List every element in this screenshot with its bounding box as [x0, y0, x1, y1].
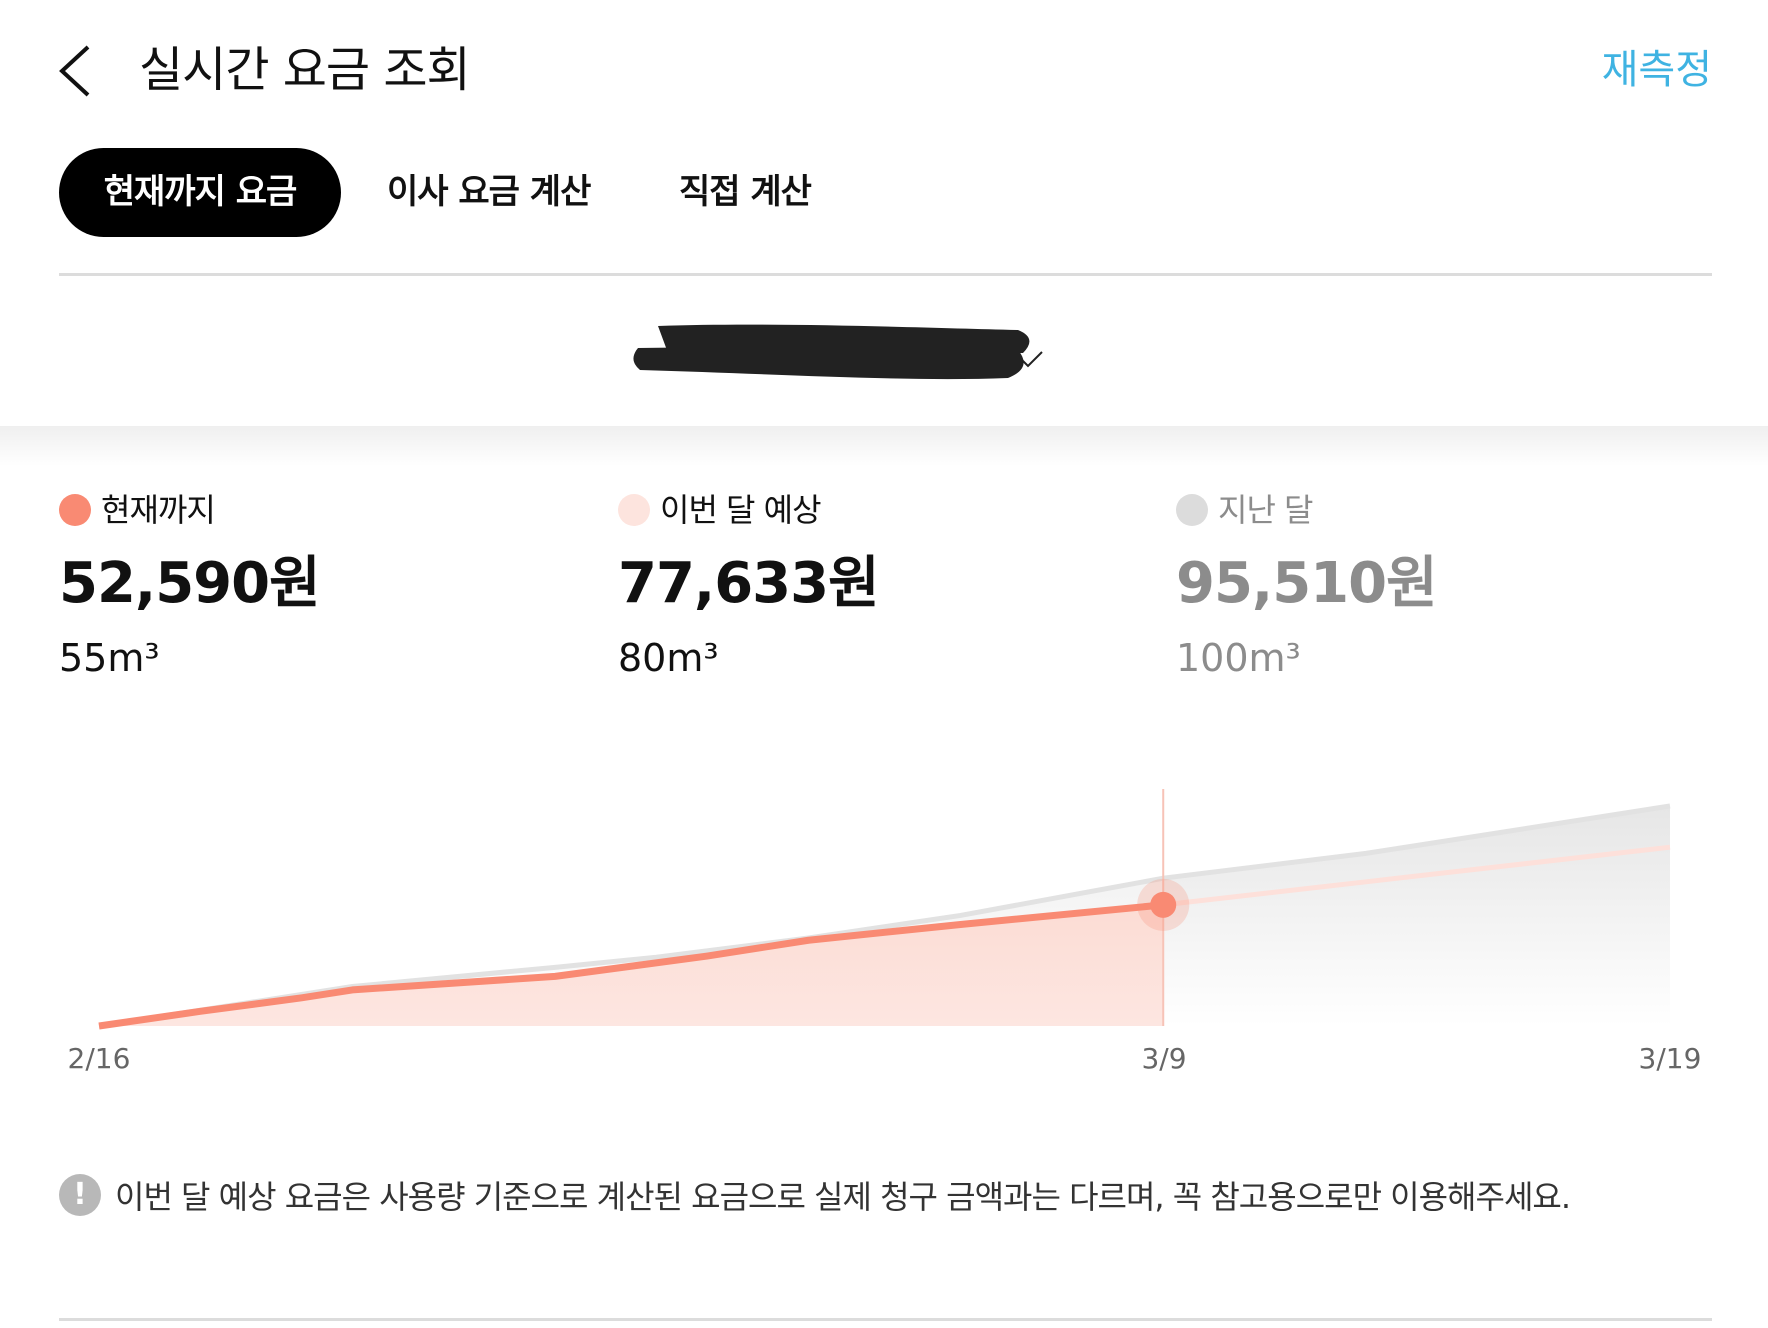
summary-usage: 100m³	[1176, 636, 1301, 680]
summary-current: 현재까지 52,590원 55m³	[59, 488, 579, 684]
x-tick-label: 3/9	[1141, 1042, 1186, 1075]
summary-amount: 52,590원	[59, 551, 321, 616]
summary-label: 현재까지	[101, 491, 216, 529]
legend-dot-forecast	[618, 494, 650, 526]
page-title: 실시간 요금 조회	[139, 42, 471, 98]
x-tick-label: 3/19	[1639, 1042, 1702, 1075]
tab-moving-fee[interactable]: 이사 요금 계산	[387, 172, 591, 212]
summary-amount: 95,510원	[1176, 551, 1438, 616]
summary-label: 이번 달 예상	[660, 491, 822, 529]
tab-current-fee[interactable]: 현재까지 요금	[59, 148, 341, 237]
summary-label: 지난 달	[1218, 491, 1313, 529]
forecast-line	[1162, 844, 1671, 908]
x-tick-label: 2/16	[68, 1042, 131, 1075]
back-chevron-icon[interactable]	[56, 44, 96, 98]
divider	[59, 1318, 1712, 1321]
usage-chart: 2/16 3/9 3/19	[68, 789, 1702, 1075]
tab-manual-calc[interactable]: 직접 계산	[679, 172, 812, 212]
summary-forecast: 이번 달 예상 77,633원 80m³	[618, 488, 1138, 684]
summary-last-month: 지난 달 95,510원 100m³	[1176, 488, 1696, 684]
legend-dot-current	[59, 494, 91, 526]
last-month-area	[1163, 806, 1670, 1026]
current-marker	[1150, 891, 1177, 918]
summary-usage: 55m³	[59, 636, 160, 680]
section-separator	[0, 426, 1768, 466]
redacted-address-selector[interactable]	[628, 318, 1078, 388]
remeasure-button[interactable]: 재측정	[1601, 47, 1712, 93]
current-area	[99, 904, 1164, 1026]
divider	[59, 273, 1712, 276]
summary-usage: 80m³	[618, 636, 719, 680]
current-line	[98, 901, 1164, 1030]
notice: ! 이번 달 예상 요금은 사용량 기준으로 계산된 요금으로 실제 청구 금액…	[59, 1172, 1571, 1218]
summary-amount: 77,633원	[618, 551, 880, 616]
exclamation-icon: !	[59, 1174, 101, 1216]
notice-text: 이번 달 예상 요금은 사용량 기준으로 계산된 요금으로 실제 청구 금액과는…	[115, 1178, 1571, 1216]
legend-dot-last-month	[1176, 494, 1208, 526]
